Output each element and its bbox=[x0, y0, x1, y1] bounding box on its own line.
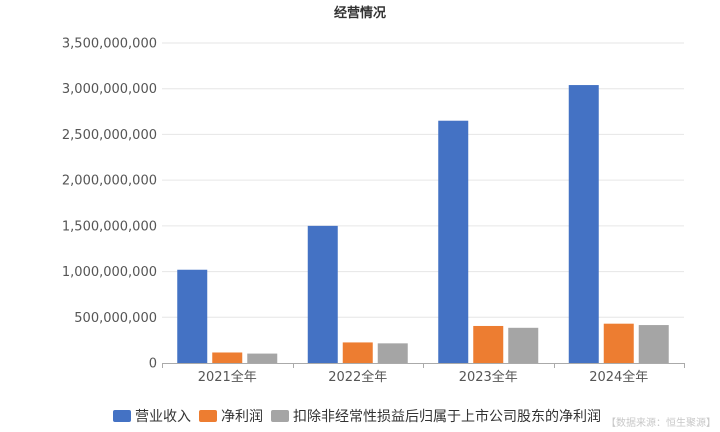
bar-1-1 bbox=[177, 269, 208, 363]
bar-2-1 bbox=[212, 352, 243, 363]
y-tick-label: 1,000,000,000 bbox=[62, 265, 157, 280]
grid-lines bbox=[162, 42, 684, 318]
legend-label-2: 净利润 bbox=[221, 409, 263, 425]
source-note: 【数据来源：恒生聚源】 bbox=[606, 416, 716, 429]
chart-title: 经营情况 bbox=[334, 5, 386, 21]
bar-3-1 bbox=[247, 353, 278, 363]
y-tick-label: 1,500,000,000 bbox=[62, 219, 157, 234]
y-axis-tick-labels: 0 500,000,000 1,000,000,000 1,500,000,000 2,… bbox=[62, 37, 157, 372]
bars bbox=[177, 85, 669, 364]
y-tick-label: 0 bbox=[149, 357, 157, 372]
legend-label-1: 营业收入 bbox=[135, 409, 191, 425]
bar-2-3 bbox=[473, 325, 504, 363]
legend-swatch-3 bbox=[271, 410, 289, 422]
y-tick-label: 3,500,000,000 bbox=[62, 37, 157, 52]
bar-2-2 bbox=[342, 342, 373, 363]
y-tick-label: 3,000,000,000 bbox=[62, 82, 157, 97]
bar-1-4 bbox=[568, 85, 599, 364]
x-tick-label: 2022全年 bbox=[328, 369, 387, 385]
x-tick-label: 2024全年 bbox=[589, 369, 648, 385]
legend-label-3: 扣除非经常性损益后归属于上市公司股东的净利润 bbox=[293, 408, 601, 425]
bar-3-3 bbox=[508, 327, 539, 363]
bar-1-3 bbox=[438, 120, 469, 363]
legend-swatch-2 bbox=[199, 410, 217, 422]
x-tick-label: 2021全年 bbox=[198, 369, 257, 385]
bar-1-2 bbox=[307, 225, 338, 363]
y-tick-label: 2,500,000,000 bbox=[62, 128, 157, 143]
bar-2-4 bbox=[603, 323, 634, 363]
legend: 营业收入 净利润 扣除非经常性损益后归属于上市公司股东的净利润 bbox=[113, 408, 601, 425]
bar-3-4 bbox=[638, 325, 669, 363]
legend-swatch-1 bbox=[113, 410, 131, 422]
bar-3-2 bbox=[377, 343, 408, 363]
x-axis: 2021全年 2022全年 2023全年 2024全年 bbox=[162, 363, 685, 385]
y-tick-label: 500,000,000 bbox=[74, 311, 157, 326]
y-tick-label: 2,000,000,000 bbox=[62, 174, 157, 189]
x-tick-label: 2023全年 bbox=[459, 369, 518, 385]
